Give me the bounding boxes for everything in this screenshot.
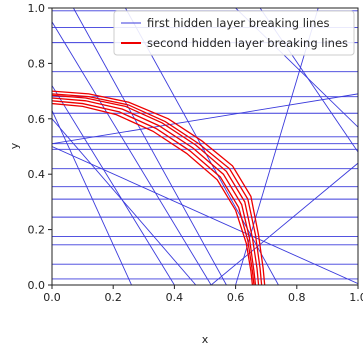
blue-breaking-line-17 [52, 21, 212, 285]
blue-breaking-line-19 [52, 85, 175, 285]
blue-breaking-line-21 [52, 118, 197, 285]
y-tick-label: 1.0 [28, 2, 46, 15]
y-tick-label: 0.0 [28, 279, 46, 292]
red-breaking-curve-0 [52, 90, 266, 285]
red-breaking-curve-3 [52, 97, 257, 285]
x-tick-label: 1.0 [349, 291, 363, 304]
x-tick-label: 0.8 [288, 291, 306, 304]
y-tick-label: 0.6 [28, 113, 46, 126]
red-breaking-curve-1 [52, 93, 263, 285]
y-axis-label: y [8, 142, 21, 149]
blue-breaking-line-27 [52, 146, 358, 285]
x-axis-label: x [202, 333, 209, 346]
y-tick-label: 0.4 [28, 168, 46, 181]
x-tick-label: 0.0 [43, 291, 61, 304]
legend-label-first-hidden-layer: first hidden layer breaking lines [147, 16, 329, 30]
second-hidden-layer-curves [52, 90, 266, 285]
y-tick-label: 0.8 [28, 57, 46, 70]
red-breaking-curve-5 [52, 102, 254, 285]
x-tick-label: 0.6 [227, 291, 245, 304]
blue-breaking-line-22 [52, 93, 358, 145]
legend-label-second-hidden-layer: second hidden layer breaking lines [147, 36, 348, 50]
red-breaking-curve-4 [52, 100, 255, 285]
x-axis-ticks: 0.0 0.2 0.4 0.6 0.8 1.0 [43, 285, 363, 304]
blue-breaking-line-18 [73, 8, 227, 285]
plot-frame [51, 7, 359, 286]
legend-box [113, 10, 355, 56]
x-tick-label: 0.4 [166, 291, 184, 304]
red-breaking-curve-2 [52, 94, 260, 285]
y-axis-ticks: 0.0 0.2 0.4 0.6 0.8 1.0 [28, 2, 52, 292]
x-tick-label: 0.2 [104, 291, 122, 304]
y-tick-label: 0.2 [28, 224, 46, 237]
blue-breaking-line-25 [210, 162, 358, 285]
legend: first hidden layer breaking lines second… [113, 10, 355, 56]
blue-breaking-line-20 [52, 110, 132, 285]
